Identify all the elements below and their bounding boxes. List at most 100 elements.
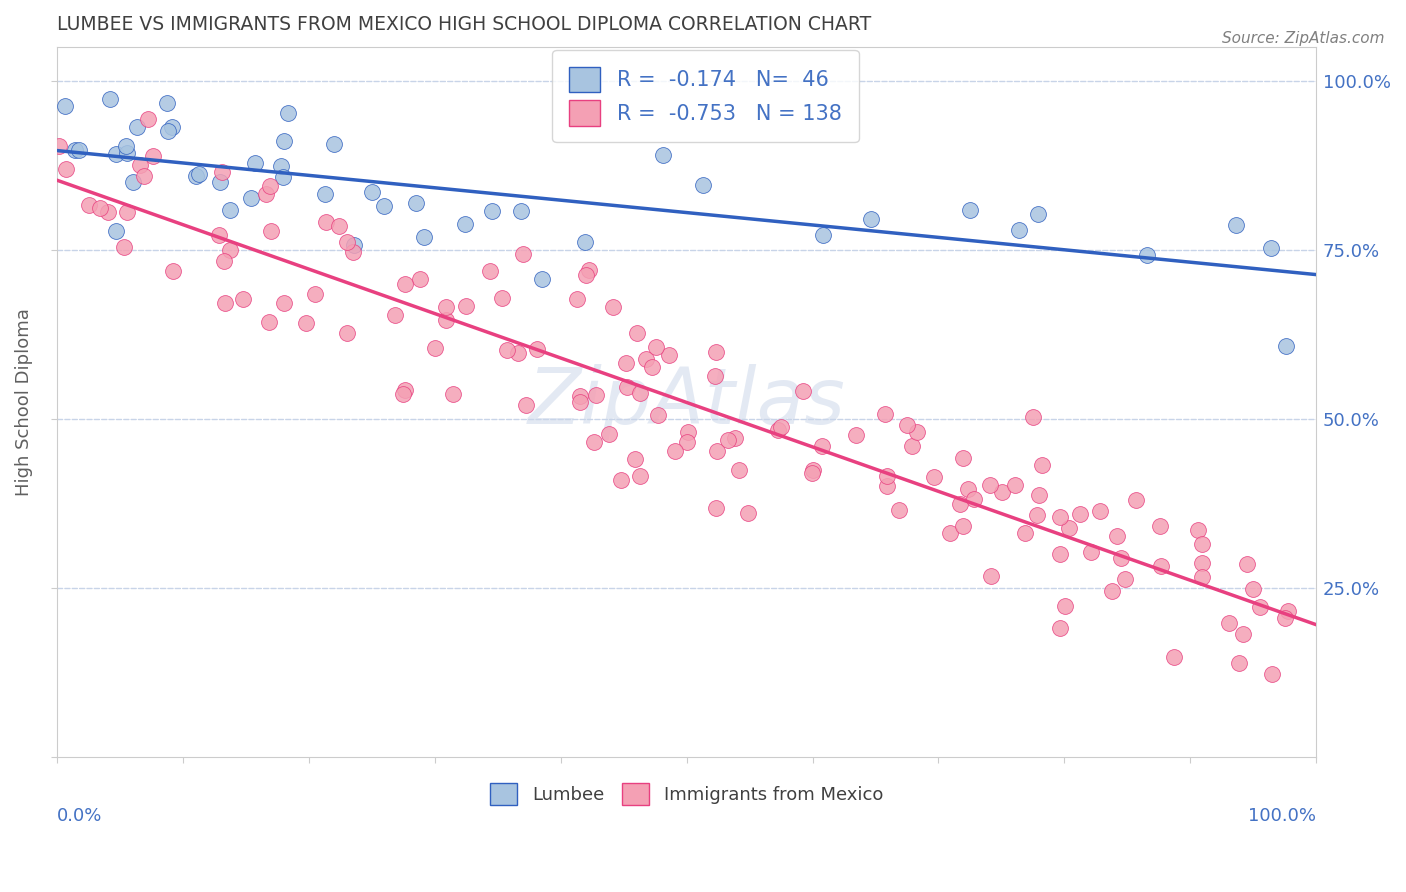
- Text: 100.0%: 100.0%: [1249, 807, 1316, 825]
- Point: [811, 227, 834, 242]
- Point: [134, 169, 156, 183]
- Point: [1229, 656, 1251, 670]
- Point: [1105, 529, 1128, 543]
- Text: ZipAtlas: ZipAtlas: [527, 364, 845, 440]
- Point: [127, 120, 149, 134]
- Point: [980, 569, 1002, 583]
- Point: [184, 169, 207, 183]
- Point: [409, 272, 432, 286]
- Point: [645, 340, 668, 354]
- Point: [706, 444, 728, 458]
- Point: [1026, 207, 1049, 221]
- Point: [952, 519, 974, 533]
- Point: [277, 105, 299, 120]
- Point: [963, 491, 986, 506]
- Point: [53, 99, 76, 113]
- Point: [1261, 666, 1284, 681]
- Point: [273, 169, 295, 184]
- Point: [491, 291, 513, 305]
- Point: [628, 469, 651, 483]
- Point: [434, 313, 457, 327]
- Point: [766, 423, 789, 437]
- Point: [602, 300, 624, 314]
- Point: [270, 159, 292, 173]
- Point: [360, 185, 382, 199]
- Point: [156, 96, 179, 111]
- Point: [575, 268, 598, 282]
- Point: [704, 345, 727, 359]
- Point: [1053, 599, 1076, 613]
- Point: [129, 158, 152, 172]
- Point: [231, 292, 253, 306]
- Point: [304, 286, 326, 301]
- Point: [876, 469, 898, 483]
- Point: [240, 191, 263, 205]
- Point: [322, 137, 344, 152]
- Point: [211, 165, 233, 179]
- Point: [1057, 521, 1080, 535]
- Point: [160, 120, 183, 135]
- Point: [98, 92, 121, 106]
- Point: [1049, 509, 1071, 524]
- Point: [336, 326, 359, 340]
- Point: [314, 186, 336, 201]
- Point: [254, 187, 277, 202]
- Point: [212, 253, 235, 268]
- Point: [727, 463, 749, 477]
- Point: [956, 482, 979, 496]
- Point: [1218, 615, 1240, 630]
- Point: [441, 386, 464, 401]
- Point: [1191, 556, 1213, 570]
- Point: [207, 228, 229, 243]
- Point: [273, 296, 295, 310]
- Point: [724, 431, 747, 445]
- Point: [115, 139, 138, 153]
- Point: [704, 501, 727, 516]
- Point: [610, 473, 633, 487]
- Point: [454, 299, 477, 313]
- Point: [1049, 621, 1071, 635]
- Point: [373, 199, 395, 213]
- Point: [979, 478, 1001, 492]
- Point: [959, 202, 981, 217]
- Point: [905, 425, 928, 439]
- Point: [515, 398, 537, 412]
- Point: [218, 243, 240, 257]
- Point: [574, 235, 596, 250]
- Point: [896, 418, 918, 433]
- Point: [991, 484, 1014, 499]
- Point: [901, 439, 924, 453]
- Point: [218, 202, 240, 217]
- Point: [115, 146, 138, 161]
- Point: [568, 389, 591, 403]
- Point: [769, 420, 792, 434]
- Point: [512, 246, 534, 260]
- Point: [454, 217, 477, 231]
- Point: [142, 149, 165, 163]
- Point: [647, 408, 669, 422]
- Point: [1232, 626, 1254, 640]
- Point: [506, 345, 529, 359]
- Point: [112, 240, 135, 254]
- Point: [245, 155, 267, 169]
- Point: [526, 343, 548, 357]
- Point: [1069, 508, 1091, 522]
- Point: [412, 230, 434, 244]
- Point: [811, 439, 834, 453]
- Point: [583, 434, 606, 449]
- Point: [295, 316, 318, 330]
- Point: [1025, 508, 1047, 523]
- Point: [214, 295, 236, 310]
- Point: [1080, 545, 1102, 559]
- Point: [63, 143, 86, 157]
- Y-axis label: High School Diploma: High School Diploma: [15, 308, 32, 496]
- Point: [531, 271, 554, 285]
- Point: [115, 204, 138, 219]
- Point: [1260, 241, 1282, 255]
- Point: [48, 139, 70, 153]
- Text: 0.0%: 0.0%: [58, 807, 103, 825]
- Point: [860, 212, 883, 227]
- Point: [616, 356, 638, 370]
- Point: [1277, 604, 1299, 618]
- Point: [578, 262, 600, 277]
